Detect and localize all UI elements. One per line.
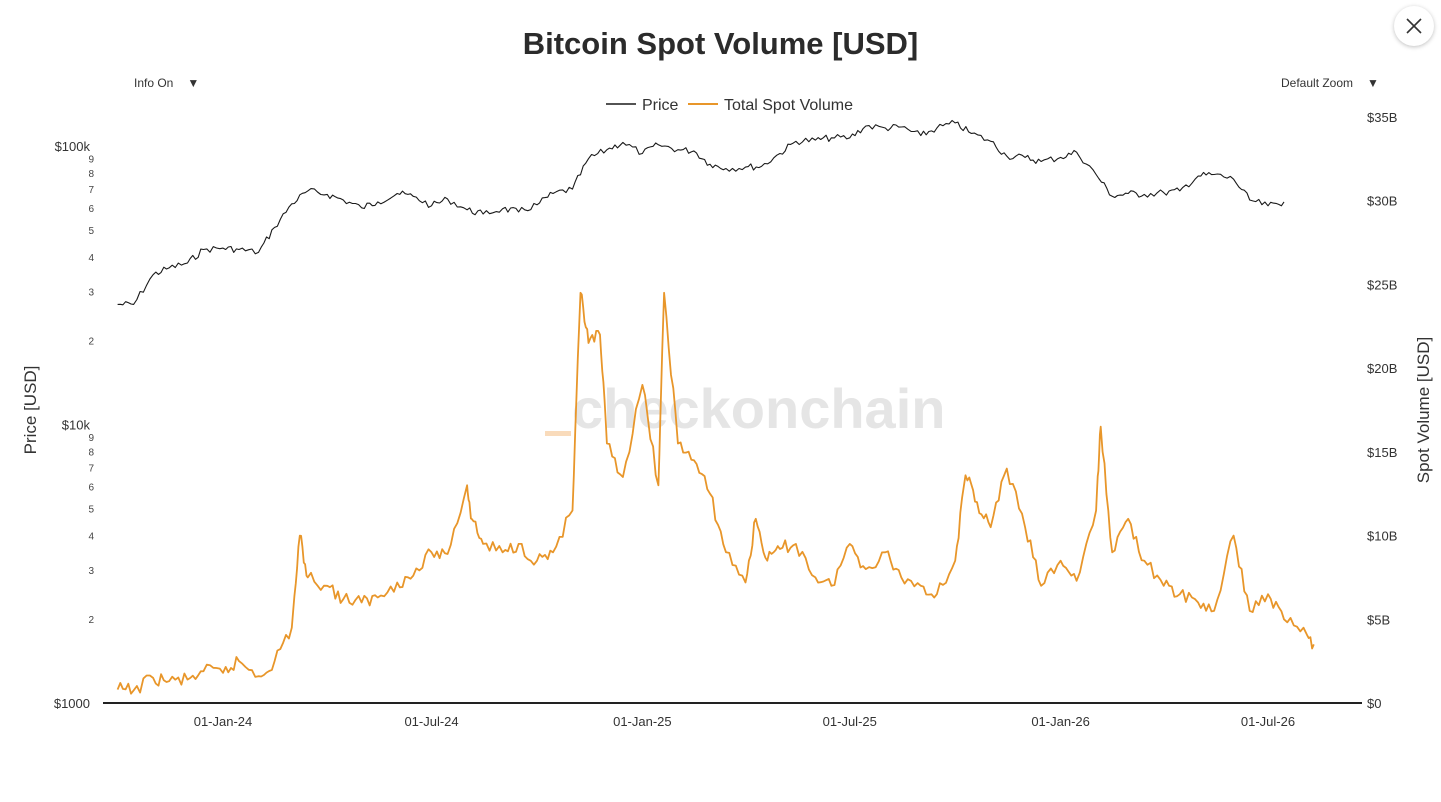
zoom-dropdown[interactable]: Default Zoom ▼ — [1281, 76, 1379, 90]
x-tick-label: 01-Jan-24 — [194, 714, 253, 729]
dropdown-arrow-icon: ▼ — [1367, 76, 1379, 90]
y-left-tick-label: $1000 — [54, 696, 90, 711]
y-left-minor-tick-label: 7 — [88, 464, 94, 475]
watermark-underscore — [545, 431, 571, 436]
y-axis-left: $100k $10k $1000 9 8 7 6 5 4 3 2 9 8 7 6 5 4 3 2 — [54, 139, 95, 711]
dropdown-arrow-icon: ▼ — [187, 76, 200, 90]
y-axis-right-title: Spot Volume [USD] — [1414, 337, 1433, 483]
y-right-tick-label: $5B — [1367, 612, 1390, 627]
y-axis-left-title: Price [USD] — [21, 366, 40, 455]
watermark-text: checkonchain — [572, 377, 945, 440]
close-button[interactable] — [1394, 6, 1434, 46]
close-icon — [1406, 18, 1422, 34]
x-tick-label: 01-Jan-26 — [1031, 714, 1090, 729]
y-axis-right: $0 $5B $10B $15B $20B $25B $30B $35B — [1367, 110, 1397, 711]
watermark: checkonchain — [545, 377, 945, 440]
y-left-minor-tick-label: 3 — [88, 288, 94, 299]
y-right-tick-label: $25B — [1367, 277, 1397, 292]
y-right-tick-label: $35B — [1367, 110, 1397, 125]
y-left-minor-tick-label: 9 — [88, 155, 94, 166]
legend-volume-label: Total Spot Volume — [724, 97, 853, 114]
y-left-minor-tick-label: 4 — [88, 531, 94, 542]
y-right-tick-label: $20B — [1367, 361, 1397, 376]
y-left-minor-tick-label: 4 — [88, 253, 94, 264]
y-left-minor-tick-label: 5 — [88, 226, 94, 237]
x-tick-label: 01-Jul-25 — [823, 714, 877, 729]
chart-title: Bitcoin Spot Volume [USD] — [522, 26, 919, 61]
legend-price-label: Price — [642, 97, 679, 114]
y-left-minor-tick-label: 6 — [88, 482, 94, 493]
y-right-tick-label: $15B — [1367, 445, 1397, 460]
y-left-minor-tick-label: 5 — [88, 504, 94, 515]
info-toggle-dropdown[interactable]: Info On ▼ — [134, 76, 199, 90]
x-axis: 01-Jan-24 01-Jul-24 01-Jan-25 01-Jul-25 01-J… — [194, 714, 1295, 729]
x-tick-label: 01-Jul-24 — [404, 714, 458, 729]
y-left-minor-tick-label: 2 — [88, 615, 94, 626]
y-right-tick-label: $0 — [1367, 696, 1381, 711]
y-left-tick-label: $10k — [62, 418, 91, 433]
plot-area — [116, 119, 1315, 695]
y-left-minor-tick-label: 9 — [88, 433, 94, 444]
price-series-line — [117, 119, 1285, 306]
y-right-tick-label: $30B — [1367, 194, 1397, 209]
y-left-minor-tick-label: 6 — [88, 204, 94, 215]
y-left-minor-tick-label: 7 — [88, 185, 94, 196]
info-toggle-label: Info On — [134, 76, 174, 90]
zoom-label: Default Zoom — [1281, 76, 1354, 90]
y-left-minor-tick-label: 3 — [88, 566, 94, 577]
spot-volume-series-line — [116, 291, 1315, 695]
x-tick-label: 01-Jul-26 — [1241, 714, 1295, 729]
legend: Price Total Spot Volume — [606, 97, 853, 114]
y-left-tick-label: $100k — [55, 139, 91, 154]
x-tick-label: 01-Jan-25 — [613, 714, 672, 729]
y-left-minor-tick-label: 2 — [88, 337, 94, 348]
y-left-minor-tick-label: 8 — [88, 169, 94, 180]
y-right-tick-label: $10B — [1367, 529, 1397, 544]
y-left-minor-tick-label: 8 — [88, 447, 94, 458]
